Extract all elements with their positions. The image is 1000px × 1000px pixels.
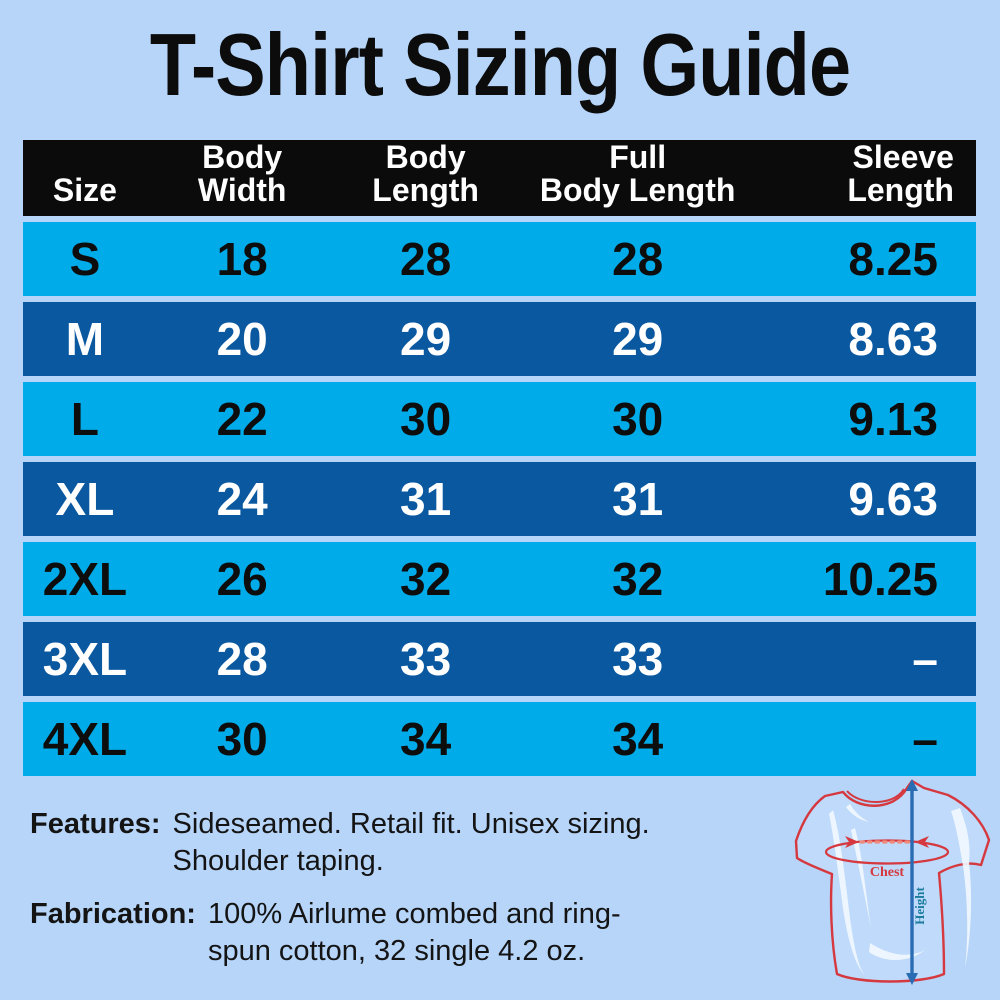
- cell-body-width: 22: [216, 393, 268, 445]
- table-row-l: L 22 30 30 9.13: [23, 382, 976, 456]
- cell-sleeve-length: –: [912, 713, 938, 765]
- height-arrow-top-icon: [906, 779, 918, 791]
- cell-body-width: 18: [216, 233, 268, 285]
- cell-body-width: 20: [216, 313, 268, 365]
- height-label: Height: [912, 887, 927, 925]
- chest-measure-ellipse: [824, 839, 950, 865]
- tshirt-outline: [794, 779, 991, 983]
- cell-body-length: 30: [400, 393, 452, 445]
- cell-full-body-length: 30: [612, 393, 664, 445]
- header-body-length: Body Length: [372, 138, 479, 209]
- table-row-m: M 20 29 29 8.63: [23, 302, 976, 376]
- header-size: Size: [52, 172, 117, 209]
- table-header-row: Size Body Width Body Length Full Body Lengt…: [23, 140, 976, 216]
- chest-label: Chest: [870, 865, 905, 880]
- cell-sleeve-length: –: [912, 633, 938, 685]
- fabrication-label: Fabrication:: [30, 898, 196, 931]
- cell-full-body-length: 29: [612, 313, 664, 365]
- cell-size: 4XL: [42, 713, 128, 765]
- chest-arrow-left-icon: [845, 836, 859, 848]
- cell-body-width: 26: [216, 553, 268, 605]
- features-text: Sideseamed. Retail fit. Unisex sizing. S…: [172, 808, 650, 878]
- table-row-2xl: 2XL 26 32 32 10.25: [23, 542, 976, 616]
- cell-full-body-length: 31: [612, 473, 664, 525]
- fabrication-note: Fabrication: 100% Airlume combed and rin…: [30, 896, 650, 970]
- cell-full-body-length: 28: [612, 233, 664, 285]
- notes-section: Features: Sideseamed. Retail fit. Unisex…: [30, 806, 650, 986]
- cell-body-width: 24: [216, 473, 268, 525]
- size-table: Size Body Width Body Length Full Body Lengt…: [23, 140, 976, 776]
- cell-sleeve-length: 9.63: [848, 473, 938, 525]
- cell-body-length: 32: [400, 553, 452, 605]
- cell-body-width: 30: [216, 713, 268, 765]
- cell-size: L: [70, 393, 99, 445]
- header-full-body-length: Full Body Length: [539, 138, 736, 209]
- cell-sleeve-length: 9.13: [848, 393, 938, 445]
- cell-body-length: 29: [400, 313, 452, 365]
- table-row-s: S 18 28 28 8.25: [23, 222, 976, 296]
- cell-body-length: 31: [400, 473, 452, 525]
- cell-body-length: 28: [400, 233, 452, 285]
- height-arrow-bottom-icon: [906, 973, 918, 985]
- cell-full-body-length: 32: [612, 553, 664, 605]
- cell-size: XL: [55, 473, 115, 525]
- cell-full-body-length: 34: [612, 713, 664, 765]
- cell-size: 3XL: [42, 633, 128, 685]
- cell-body-length: 34: [400, 713, 452, 765]
- cell-full-body-length: 33: [612, 633, 664, 685]
- cell-size: M: [65, 313, 105, 365]
- features-label: Features:: [30, 808, 161, 840]
- cell-sleeve-length: 8.63: [848, 313, 938, 365]
- tshirt-measure-diagram: Chest Height: [794, 779, 991, 985]
- table-row-xl: XL 24 31 31 9.63: [23, 462, 976, 536]
- cell-sleeve-length: 8.25: [848, 233, 938, 285]
- fabrication-text: 100% Airlume combed and ring- spun cotto…: [207, 898, 621, 968]
- table-row-4xl: 4XL 30 34 34 –: [23, 702, 976, 776]
- features-note: Features: Sideseamed. Retail fit. Unisex…: [30, 806, 650, 880]
- header-body-width: Body Width: [197, 138, 287, 209]
- cell-size: 2XL: [42, 553, 128, 605]
- cell-body-length: 33: [400, 633, 452, 685]
- collar-line: [846, 788, 905, 803]
- page-title: T-Shirt Sizing Guide: [149, 15, 851, 114]
- cell-size: S: [69, 233, 101, 285]
- table-row-3xl: 3XL 28 33 33 –: [23, 622, 976, 696]
- chest-arrow-right-icon: [915, 836, 929, 848]
- cell-body-width: 28: [216, 633, 268, 685]
- header-sleeve-length: Sleeve Length: [847, 138, 954, 209]
- cell-sleeve-length: 10.25: [822, 553, 938, 605]
